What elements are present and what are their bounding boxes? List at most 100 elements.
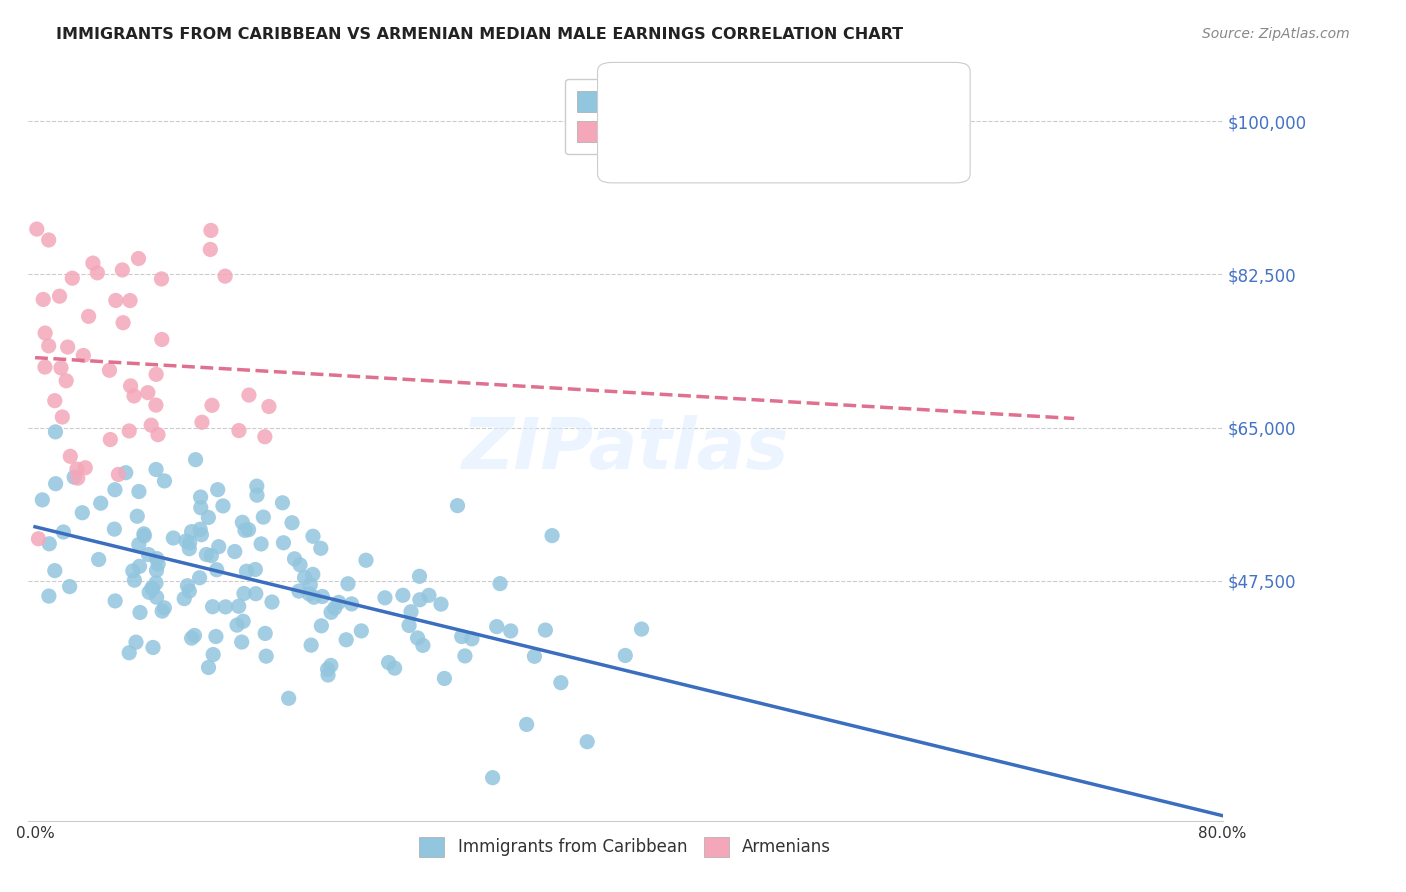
Point xyxy=(288,558,311,572)
Point xyxy=(433,672,456,686)
Point xyxy=(233,524,256,538)
Point xyxy=(98,433,121,447)
Point xyxy=(153,474,176,488)
Point xyxy=(245,562,267,576)
Point xyxy=(294,570,316,584)
Point xyxy=(418,588,440,602)
Text: ZIPatlas: ZIPatlas xyxy=(461,415,789,484)
Point xyxy=(179,584,201,599)
Point xyxy=(550,675,572,690)
Point xyxy=(253,430,276,444)
Point xyxy=(125,635,148,649)
Point xyxy=(319,658,342,673)
Point xyxy=(200,223,222,237)
Point xyxy=(72,349,94,363)
Point xyxy=(128,559,150,574)
Point xyxy=(98,363,121,377)
Point xyxy=(254,626,277,640)
Point xyxy=(231,516,253,530)
Point xyxy=(138,585,160,599)
Point xyxy=(299,638,322,652)
Point xyxy=(150,272,173,286)
Point xyxy=(246,488,269,502)
Point xyxy=(298,587,321,601)
Point xyxy=(201,398,224,412)
Point xyxy=(254,649,277,664)
Point xyxy=(188,571,211,585)
Point xyxy=(350,624,373,638)
Point xyxy=(184,452,207,467)
Point xyxy=(489,576,512,591)
Point xyxy=(408,569,430,583)
Point xyxy=(323,601,346,615)
Point xyxy=(523,649,546,664)
Point xyxy=(111,263,134,277)
Point xyxy=(188,522,211,536)
Point xyxy=(59,450,82,464)
Point xyxy=(392,588,415,602)
Point xyxy=(398,618,420,632)
Point xyxy=(34,360,56,375)
Point xyxy=(197,510,219,524)
Point xyxy=(277,691,299,706)
Point xyxy=(302,591,325,605)
Point xyxy=(103,522,125,536)
Point xyxy=(283,551,305,566)
Point xyxy=(34,326,56,340)
Point xyxy=(153,600,176,615)
Point xyxy=(340,597,363,611)
Point xyxy=(120,379,142,393)
Point xyxy=(44,564,66,578)
Point xyxy=(190,527,212,541)
Point xyxy=(273,535,295,549)
Point xyxy=(630,622,652,636)
Point xyxy=(205,563,228,577)
Point xyxy=(238,388,260,402)
Point xyxy=(66,471,89,485)
Point xyxy=(208,540,231,554)
Point xyxy=(516,717,538,731)
Point xyxy=(319,605,342,619)
Point xyxy=(75,460,97,475)
Point xyxy=(179,535,201,549)
Point xyxy=(399,605,422,619)
Point xyxy=(302,529,325,543)
Point xyxy=(145,462,167,476)
Point xyxy=(205,630,228,644)
Point xyxy=(214,599,236,614)
Point xyxy=(316,662,339,676)
Point xyxy=(226,618,249,632)
Point xyxy=(446,499,468,513)
Point xyxy=(77,310,100,324)
Point xyxy=(145,564,167,578)
Point xyxy=(44,393,66,408)
Point xyxy=(430,597,453,611)
Point xyxy=(38,589,60,603)
Point xyxy=(195,548,218,562)
Point xyxy=(51,409,73,424)
Legend: R = -0.678    N = 145, R = -0.155    N = 49: R = -0.678 N = 145, R = -0.155 N = 49 xyxy=(565,78,817,154)
Point xyxy=(150,333,173,347)
Point xyxy=(231,635,253,649)
Point xyxy=(238,523,260,537)
Point xyxy=(25,222,48,236)
Point xyxy=(174,533,197,548)
Point xyxy=(354,553,377,567)
Point xyxy=(132,526,155,541)
Point xyxy=(31,492,53,507)
Point xyxy=(176,579,198,593)
Point xyxy=(250,537,273,551)
Point xyxy=(82,256,104,270)
Point xyxy=(87,552,110,566)
Point xyxy=(128,537,150,551)
Point xyxy=(461,632,484,646)
Point xyxy=(56,340,79,354)
Point xyxy=(233,586,256,600)
Point xyxy=(534,623,557,637)
Point xyxy=(180,631,202,645)
Point xyxy=(179,541,201,556)
Point xyxy=(197,660,219,674)
Point xyxy=(104,483,127,497)
Point xyxy=(141,418,163,433)
Point xyxy=(107,467,129,482)
